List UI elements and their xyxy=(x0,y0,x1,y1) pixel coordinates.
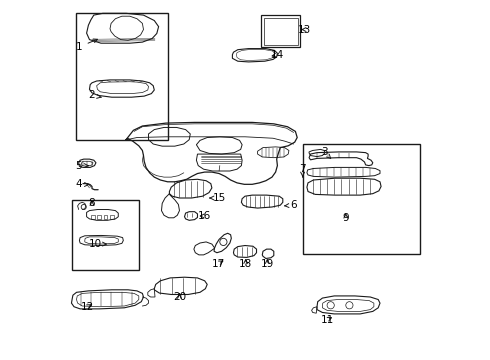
Text: 3: 3 xyxy=(321,147,331,158)
Text: 7: 7 xyxy=(299,164,306,177)
Text: 1: 1 xyxy=(76,39,98,52)
Bar xyxy=(261,15,300,47)
Text: 6: 6 xyxy=(285,200,297,210)
Text: 8: 8 xyxy=(89,198,96,208)
Text: 15: 15 xyxy=(210,193,226,203)
Bar xyxy=(76,13,168,140)
Text: 10: 10 xyxy=(89,239,106,249)
Text: 13: 13 xyxy=(298,24,311,35)
Text: 16: 16 xyxy=(198,211,211,221)
Bar xyxy=(264,18,297,45)
Text: 19: 19 xyxy=(261,258,274,269)
Bar xyxy=(303,144,419,254)
Text: 17: 17 xyxy=(211,258,224,269)
Text: 9: 9 xyxy=(343,213,349,223)
Text: 5: 5 xyxy=(75,161,88,171)
Text: 2: 2 xyxy=(89,90,101,100)
Bar xyxy=(72,200,139,270)
Text: 14: 14 xyxy=(271,50,284,60)
Text: 12: 12 xyxy=(81,302,94,312)
Text: 18: 18 xyxy=(239,258,252,269)
Text: 4: 4 xyxy=(75,179,88,189)
Text: 11: 11 xyxy=(320,315,334,325)
Text: 20: 20 xyxy=(173,292,186,302)
